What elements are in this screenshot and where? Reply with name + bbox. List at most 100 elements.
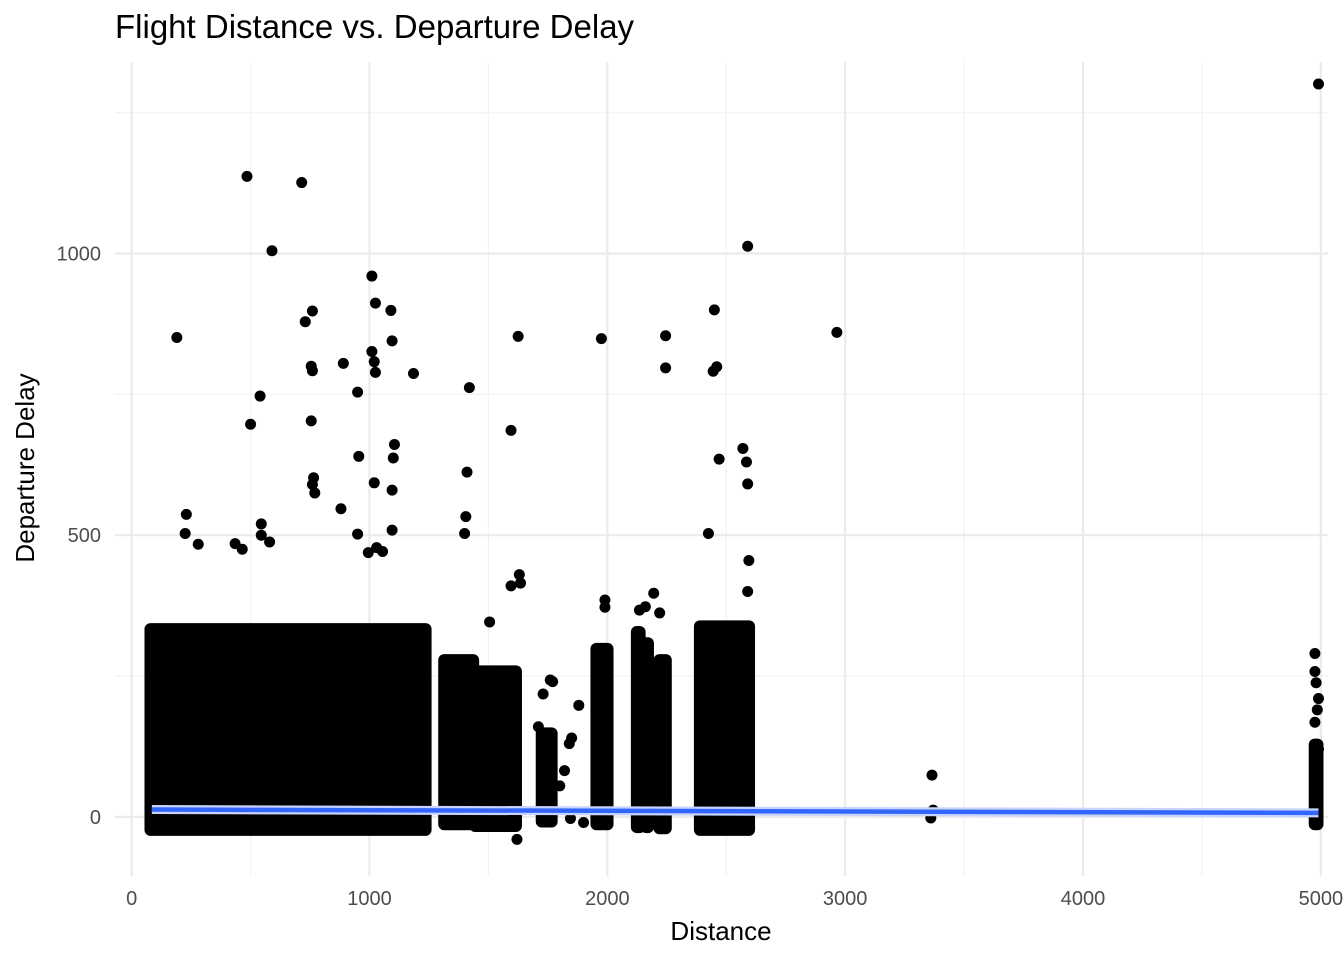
scatter-point — [463, 382, 475, 394]
scatter-point — [1311, 704, 1323, 716]
scatter-point — [1309, 766, 1321, 778]
x-tick-label: 5000 — [1299, 888, 1344, 910]
scatter-point — [743, 555, 755, 567]
scatter-point — [742, 478, 754, 490]
scatter-point — [236, 543, 248, 555]
scatter-point — [241, 170, 253, 182]
scatter-point — [564, 813, 576, 825]
scatter-point — [460, 511, 472, 523]
scatter-point — [512, 330, 524, 342]
scatter-point — [305, 415, 317, 427]
y-tick-label: 1000 — [57, 244, 102, 266]
y-axis-title: Departure Delay — [10, 373, 40, 562]
y-tick-label: 500 — [68, 525, 101, 547]
scatter-point — [386, 524, 398, 536]
scatter-point — [1309, 647, 1321, 659]
scatter-point — [245, 418, 257, 430]
scatter-point — [559, 765, 571, 777]
scatter-point — [366, 346, 378, 358]
scatter-point — [352, 386, 364, 398]
x-tick-label: 0 — [126, 888, 137, 910]
scatter-point — [926, 769, 938, 781]
scatter-point — [660, 330, 672, 342]
scatter-point — [353, 450, 365, 462]
scatter-point — [386, 484, 398, 496]
scatter-point — [573, 699, 585, 711]
scatter-point — [254, 390, 266, 402]
dense-point-cluster — [1308, 738, 1324, 831]
dense-point-cluster — [653, 654, 672, 835]
dense-point-cluster — [693, 620, 756, 836]
scatter-point — [368, 356, 380, 368]
scatter-point — [539, 774, 551, 786]
scatter-point — [386, 335, 398, 347]
scatter-point — [654, 607, 666, 619]
dense-point-cluster — [438, 654, 480, 831]
scatter-point — [192, 538, 204, 550]
trend-line — [151, 807, 1319, 816]
x-axis-ticks: 0 1000 2000 3000 4000 5000 — [126, 888, 1343, 910]
scatter-point — [299, 316, 311, 328]
scatter-point — [1310, 788, 1322, 800]
scatter-point — [461, 466, 473, 478]
scatter-point — [366, 270, 378, 282]
scatter-point — [296, 177, 308, 189]
scatter-point — [702, 528, 714, 540]
scatter-point — [266, 245, 278, 257]
scatter-point — [385, 304, 397, 316]
scatter-point — [737, 442, 749, 454]
scatter-point — [537, 688, 549, 700]
scatter-point — [532, 721, 544, 733]
y-axis-ticks: 0 500 1000 — [57, 244, 102, 829]
scatter-point — [369, 297, 381, 309]
scatter-point — [377, 546, 389, 558]
point-layer — [171, 78, 1324, 845]
scatter-point — [362, 547, 374, 559]
scatter-point — [505, 580, 517, 592]
scatter-point — [708, 304, 720, 316]
scatter-point — [255, 518, 267, 530]
scatter-point — [1312, 743, 1324, 755]
scatter-point — [563, 738, 575, 750]
scatter-point — [1312, 78, 1324, 90]
scatter-point — [1312, 693, 1324, 705]
x-tick-label: 3000 — [823, 888, 868, 910]
x-tick-label: 2000 — [585, 888, 630, 910]
dense-point-cluster — [469, 665, 522, 832]
scatter-point — [547, 676, 559, 688]
scatter-point — [337, 357, 349, 369]
scatter-point — [639, 601, 651, 613]
dense-cluster-layer — [144, 620, 1324, 836]
scatter-point — [742, 586, 754, 598]
scatter-point — [308, 472, 320, 484]
scatter-point — [740, 456, 752, 468]
scatter-point — [513, 569, 525, 581]
scatter-point — [505, 424, 517, 436]
y-tick-label: 0 — [90, 807, 101, 829]
dense-point-cluster — [144, 623, 432, 836]
scatter-point — [1310, 677, 1322, 689]
scatter-point — [369, 366, 381, 378]
scatter-point — [484, 616, 496, 628]
trend-line-layer — [151, 805, 1319, 818]
scatter-point — [1309, 666, 1321, 678]
scatter-point — [515, 577, 527, 589]
scatter-point — [264, 536, 276, 548]
scatter-point — [660, 362, 672, 374]
scatter-point — [1309, 716, 1321, 728]
scatter-point — [742, 240, 754, 252]
scatter-point — [305, 360, 317, 372]
chart-title: Flight Distance vs. Departure Delay — [115, 8, 635, 45]
scatter-point — [255, 529, 267, 541]
scatter-point — [699, 631, 711, 643]
scatter-point — [309, 487, 321, 499]
scatter-point — [180, 508, 192, 520]
x-axis-title: Distance — [670, 916, 771, 946]
dense-point-cluster — [640, 637, 654, 834]
scatter-point — [306, 305, 318, 317]
scatter-point — [595, 333, 607, 345]
scatter-point — [554, 780, 566, 792]
scatter-point — [388, 438, 400, 450]
scatter-point — [368, 477, 380, 489]
